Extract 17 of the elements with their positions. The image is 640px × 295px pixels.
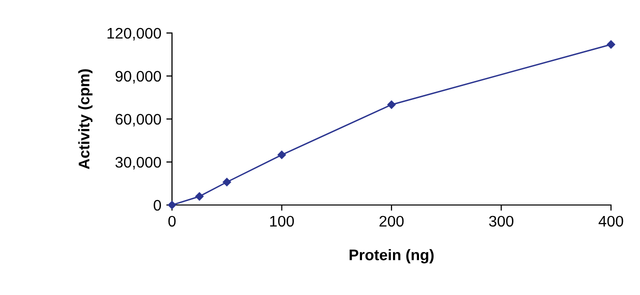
y-tick-label: 90,000 xyxy=(116,70,161,84)
point xyxy=(195,192,204,201)
point xyxy=(387,100,396,109)
x-tick-label: 200 xyxy=(380,216,404,227)
y-axis-title: Activity (cpm) xyxy=(78,69,92,170)
y-tick-label: 120,000 xyxy=(108,28,161,40)
x-axis-title: Protein (ng) xyxy=(350,249,434,264)
y-tick-label: 30,000 xyxy=(115,156,161,170)
point xyxy=(222,178,232,186)
point xyxy=(278,150,286,159)
x-tick-label: 300 xyxy=(489,216,514,227)
y-tick-label: 0 xyxy=(154,200,161,211)
x-tick-label: 0 xyxy=(168,216,176,227)
x-tick-label: 400 xyxy=(598,216,624,227)
y-tick-label: 60,000 xyxy=(116,114,161,126)
point xyxy=(606,40,616,49)
x-tick-label: 100 xyxy=(270,216,294,227)
